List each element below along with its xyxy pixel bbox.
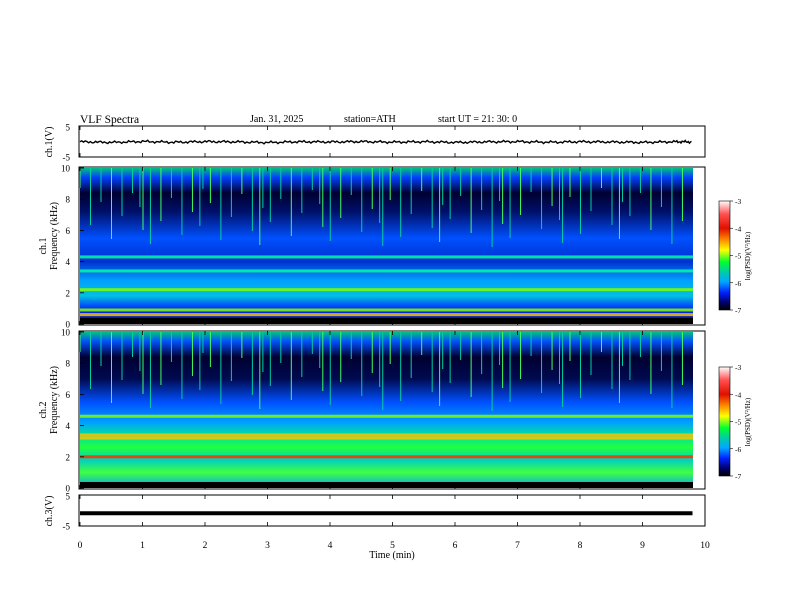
x-tick-label: 3 xyxy=(265,541,270,551)
ch3-voltage-frame xyxy=(78,494,706,527)
ch2-colorbar: -3 -4 -5 -6 -7 log(PSD)(V²/Hz) xyxy=(718,363,752,481)
frequency-band xyxy=(80,255,693,259)
colorbar-tick-label: -4 xyxy=(735,390,741,399)
ch1-spectrogram-bands xyxy=(79,168,693,324)
ch1-spectrogram-image xyxy=(80,168,693,324)
x-tick-label: 10 xyxy=(700,541,710,551)
x-tick-label: 2 xyxy=(203,541,208,551)
y-tick-label: 2 xyxy=(66,452,71,462)
frequency-band xyxy=(80,455,693,459)
ch1-spec-ylabel-line1: ch.1 xyxy=(38,238,49,255)
colorbar-tick-label: -6 xyxy=(735,279,741,288)
y-tick-label: 8 xyxy=(66,359,71,369)
colorbar-tick-label: -5 xyxy=(735,252,741,261)
ch2-spectrogram-image xyxy=(80,332,693,488)
colorbar-tick-label: -7 xyxy=(735,306,741,315)
y-tick-label: 4 xyxy=(66,421,71,431)
y-tick-label: 8 xyxy=(66,195,71,205)
ch1-colorbar-label: log(PSD)(V²/Hz) xyxy=(744,231,752,280)
frequency-band xyxy=(80,436,693,440)
ch2-spec-ylabel-line1: ch.2 xyxy=(38,402,49,419)
x-tick-label: 7 xyxy=(515,541,520,551)
ch1-voltage-trace xyxy=(79,139,692,145)
x-axis-ticks: 0 1 2 3 4 5 6 7 8 9 10 xyxy=(78,126,710,551)
date-label: Jan. 31, 2025 xyxy=(250,114,304,125)
ch1-spec-ylabel-line2: Frequency (kHz) xyxy=(49,202,60,270)
colorbar-tick-label: -7 xyxy=(735,472,741,481)
y-tick-label: -5 xyxy=(63,522,71,532)
frequency-band xyxy=(80,288,693,292)
ch2-colorbar-label: log(PSD)(V²/Hz) xyxy=(744,397,752,446)
ch1-voltage-frame xyxy=(78,125,706,158)
x-tick-label: 4 xyxy=(328,541,333,551)
frequency-band xyxy=(80,308,693,312)
colorbar-tick-label: -3 xyxy=(735,363,741,372)
x-axis-label: Time (min) xyxy=(369,550,414,561)
start-ut-label: start UT = 21: 30: 0 xyxy=(438,114,518,125)
ch1-ylabel: ch.1(V) xyxy=(44,127,55,158)
y-tick-label: 0 xyxy=(66,484,71,494)
colorbar-tick-label: -4 xyxy=(735,224,741,233)
frequency-band xyxy=(80,433,693,437)
colorbar-tick-label: -3 xyxy=(735,197,741,206)
frequency-band xyxy=(80,313,693,317)
station-label: station=ATH xyxy=(344,114,396,125)
chart-title: VLF Spectra xyxy=(80,114,140,126)
ch2-spec-ylabel-line2: Frequency (kHz) xyxy=(49,366,60,434)
x-tick-label: 9 xyxy=(640,541,645,551)
y-tick-label: 10 xyxy=(61,328,71,338)
ch1-colorbar: -3 -4 -5 -6 -7 log(PSD)(V²/Hz) xyxy=(718,197,752,315)
frequency-band xyxy=(80,269,693,273)
x-tick-label: 6 xyxy=(453,541,458,551)
colorbar-tick-label: -5 xyxy=(735,418,741,427)
y-tick-label: 0 xyxy=(66,320,71,330)
y-tick-label: 10 xyxy=(61,164,71,174)
low-frequency-strip xyxy=(80,482,693,488)
y-tick-label: 6 xyxy=(66,390,71,400)
y-tick-label: 6 xyxy=(66,226,71,236)
y-tick-label: 4 xyxy=(66,257,71,267)
x-tick-label: 5 xyxy=(390,541,395,551)
ch1-spectrogram-frame xyxy=(78,166,706,326)
ch2-spectrogram-frame xyxy=(78,330,706,490)
y-tick-label: 5 xyxy=(66,123,71,133)
frequency-band xyxy=(80,414,693,418)
y-tick-label: 2 xyxy=(66,288,71,298)
y-tick-label: 5 xyxy=(66,492,71,502)
ch2-spectrogram-bands xyxy=(79,332,693,488)
colorbar-tick-label: -6 xyxy=(735,445,741,454)
x-tick-label: 1 xyxy=(140,541,145,551)
x-tick-label: 8 xyxy=(578,541,583,551)
ch3-ylabel: ch.3(V) xyxy=(44,496,55,527)
x-tick-label: 0 xyxy=(78,541,83,551)
low-frequency-strip xyxy=(80,318,693,324)
y-tick-label: -5 xyxy=(63,153,71,163)
